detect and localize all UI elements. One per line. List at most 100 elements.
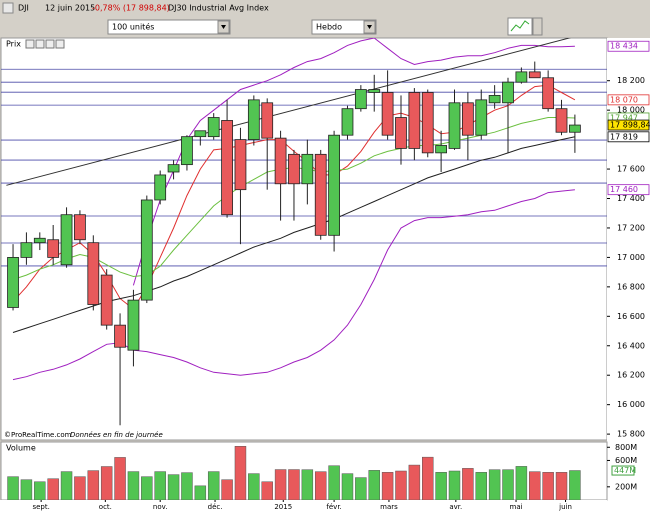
- candle-body: [341, 108, 354, 136]
- volume-bar: [448, 470, 461, 500]
- volume-bar: [60, 471, 73, 500]
- volume-bar: [341, 473, 354, 500]
- price-marker-label: 18 434: [610, 42, 638, 51]
- volume-bar: [475, 472, 487, 500]
- pane-icon[interactable]: [25, 39, 35, 49]
- candle-body: [33, 237, 46, 244]
- candle-body: [154, 174, 167, 201]
- units: 100 unités: [112, 22, 154, 32]
- volume-bar: [515, 466, 528, 500]
- candle-body: [47, 239, 60, 258]
- pane-label: Prix: [6, 40, 21, 49]
- candle-body: [114, 324, 126, 348]
- volume-bar: [261, 481, 273, 500]
- plot: [1, 38, 607, 426]
- candle-body: [221, 120, 233, 216]
- volume-bar: [154, 471, 166, 500]
- x-tick-label: déc.: [208, 503, 223, 511]
- candle-body: [395, 117, 407, 149]
- candle-body: [569, 124, 581, 133]
- volume-bar: [127, 471, 140, 500]
- candle-body: [368, 89, 381, 93]
- period: Hebdo: [316, 23, 342, 32]
- candle-body: [448, 102, 461, 149]
- volume-bar: [114, 457, 126, 500]
- menu-icon[interactable]: [2, 2, 14, 14]
- volume-bar: [274, 469, 287, 500]
- volume-bar: [248, 473, 260, 500]
- candle-body: [314, 153, 327, 236]
- price-marker-label: 17 460: [610, 185, 638, 194]
- volume-bar: [555, 472, 568, 500]
- symbol: DJI: [18, 4, 29, 13]
- candle-body: [207, 117, 220, 138]
- note: Données en fin de journée: [70, 431, 163, 439]
- pane-icon[interactable]: [45, 39, 55, 49]
- y-tick-label: 16 600: [617, 312, 645, 321]
- candle-body: [60, 214, 73, 266]
- volume-marker-label: 447M: [614, 466, 636, 475]
- axes: 15 800 16 000 16 200 16 400 16 600 16 800 17 0…: [32, 40, 650, 511]
- candle-body: [127, 299, 140, 351]
- volume-bar: [87, 470, 100, 500]
- volume-bar: [221, 479, 233, 500]
- y-tick-label: 16 000: [617, 400, 645, 409]
- volume-bar: [288, 469, 300, 500]
- volume-bar: [181, 472, 193, 500]
- volume-bar: [408, 464, 421, 500]
- volume-bar: [529, 471, 541, 500]
- candle-body: [515, 71, 528, 83]
- x-tick-label: avr.: [449, 503, 462, 511]
- y-tick-label: 17 200: [617, 223, 645, 232]
- candle-body: [488, 95, 501, 104]
- units-select[interactable]: [107, 19, 231, 35]
- price-marker-box: [607, 184, 650, 196]
- volume-bar: [141, 476, 153, 500]
- volume-tick-label: 600M: [615, 456, 637, 465]
- candle-body: [542, 77, 555, 110]
- chart-icon: [510, 20, 530, 32]
- candle-body: [555, 108, 568, 133]
- candle-body: [354, 89, 367, 110]
- candle-body: [301, 153, 314, 185]
- dropdown-button[interactable]: [532, 17, 543, 36]
- price-marker-box: [607, 119, 650, 131]
- volume-marker-box: [611, 465, 635, 476]
- volume-bar: [7, 476, 19, 500]
- period-select[interactable]: [311, 19, 377, 35]
- volume-bar: [368, 470, 380, 500]
- volume-bar: [381, 472, 394, 500]
- volume-bar: [74, 476, 86, 500]
- pane-icon[interactable]: [55, 39, 65, 49]
- candle-body: [502, 81, 514, 104]
- volume-bar: [47, 478, 59, 500]
- price-marker-label: 17 898,84: [610, 121, 650, 130]
- candle-body: [435, 145, 448, 154]
- price-marker-label: 18 070: [610, 95, 638, 104]
- price-marker-label: 17 819: [610, 132, 638, 141]
- trendline: [6, 38, 572, 186]
- volume-tick-label: 200M: [615, 482, 637, 491]
- chart-type-button[interactable]: [507, 17, 533, 36]
- y-tick-label: 16 800: [617, 282, 645, 291]
- indicator-line: [132, 38, 575, 286]
- volume-bar: [435, 472, 447, 500]
- x-tick-label: nov.: [153, 503, 168, 511]
- volume-bar: [194, 485, 207, 500]
- price-marker-box: [607, 94, 650, 106]
- candle-body: [261, 102, 274, 139]
- candle-body: [328, 134, 340, 236]
- x-tick-label: 2015: [274, 503, 292, 511]
- y-tick-label: 17 600: [617, 165, 645, 174]
- volume-bar: [100, 466, 113, 500]
- volume-tick-label: 800M: [615, 443, 637, 452]
- volume-label: Volume: [6, 444, 36, 453]
- candle-body: [87, 242, 100, 305]
- volume-bar: [234, 446, 247, 500]
- candle-body: [381, 92, 394, 136]
- pane-icon[interactable]: [35, 39, 45, 49]
- volume-bar: [207, 471, 220, 500]
- candle-body: [408, 92, 421, 149]
- candle-body: [100, 274, 113, 326]
